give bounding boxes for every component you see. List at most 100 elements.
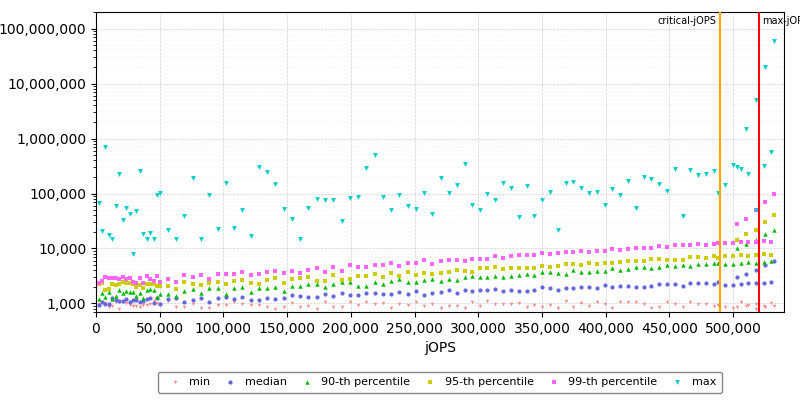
median: [170, 295, 182, 301]
90-th percentile: [700, 260, 713, 267]
95-th percentile: [253, 281, 266, 287]
max: [598, 202, 611, 208]
90-th percentile: [711, 260, 724, 267]
median: [318, 290, 331, 297]
90-th percentile: [645, 265, 658, 272]
90-th percentile: [536, 269, 549, 275]
99-th percentile: [497, 255, 510, 261]
min: [302, 302, 315, 309]
99-th percentile: [614, 246, 626, 253]
min: [178, 304, 191, 311]
max: [144, 230, 157, 236]
99-th percentile: [228, 271, 241, 278]
min: [598, 300, 611, 307]
95-th percentile: [765, 252, 778, 258]
99-th percentile: [574, 248, 587, 254]
99-th percentile: [95, 278, 108, 284]
95-th percentile: [719, 253, 732, 260]
min: [726, 305, 739, 312]
median: [559, 285, 572, 291]
median: [130, 296, 143, 303]
min: [327, 304, 340, 311]
99-th percentile: [692, 241, 705, 248]
min: [543, 302, 556, 309]
max: [102, 232, 115, 239]
median: [598, 282, 611, 289]
max: [459, 160, 472, 167]
min: [466, 299, 478, 306]
median: [178, 299, 191, 305]
min: [606, 304, 619, 311]
max: [707, 168, 720, 174]
90-th percentile: [236, 284, 249, 290]
median: [393, 289, 406, 295]
90-th percentile: [750, 237, 762, 244]
90-th percentile: [385, 278, 398, 285]
max: [676, 213, 689, 220]
min: [253, 302, 266, 308]
max: [758, 163, 770, 169]
95-th percentile: [95, 280, 108, 286]
90-th percentile: [426, 275, 439, 282]
min: [170, 304, 182, 310]
min: [630, 299, 642, 305]
90-th percentile: [719, 261, 732, 267]
90-th percentile: [765, 258, 778, 264]
99-th percentile: [137, 280, 150, 286]
90-th percentile: [543, 269, 556, 276]
90-th percentile: [750, 260, 762, 266]
median: [767, 258, 780, 264]
95-th percentile: [598, 259, 611, 266]
min: [459, 304, 472, 311]
90-th percentile: [116, 290, 129, 296]
99-th percentile: [750, 238, 762, 245]
min: [236, 300, 249, 307]
max: [126, 251, 139, 257]
median: [614, 283, 626, 289]
max: [294, 236, 306, 242]
max: [711, 190, 724, 196]
90-th percentile: [410, 278, 422, 285]
max: [590, 189, 603, 195]
median: [360, 290, 373, 296]
median: [278, 295, 290, 301]
90-th percentile: [203, 285, 216, 292]
median: [622, 283, 634, 289]
min: [219, 302, 232, 308]
95-th percentile: [178, 279, 191, 285]
min: [352, 302, 365, 308]
90-th percentile: [294, 283, 306, 289]
min: [730, 304, 743, 310]
max: [765, 149, 778, 156]
max: [700, 170, 713, 177]
90-th percentile: [327, 280, 340, 287]
90-th percentile: [692, 261, 705, 268]
median: [765, 278, 778, 285]
min: [661, 298, 674, 305]
90-th percentile: [244, 289, 257, 295]
90-th percentile: [742, 258, 754, 265]
95-th percentile: [551, 263, 564, 270]
99-th percentile: [442, 257, 455, 263]
min: [269, 306, 282, 312]
max: [278, 206, 290, 213]
max: [606, 186, 619, 192]
max: [99, 144, 112, 150]
median: [352, 292, 365, 298]
90-th percentile: [767, 226, 780, 233]
max: [228, 224, 241, 231]
99-th percentile: [194, 272, 207, 278]
99-th percentile: [742, 239, 754, 245]
90-th percentile: [123, 289, 136, 295]
median: [742, 280, 754, 287]
median: [99, 301, 112, 308]
99-th percentile: [426, 260, 439, 267]
90-th percentile: [574, 269, 587, 276]
median: [567, 285, 580, 291]
median: [750, 267, 762, 274]
90-th percentile: [150, 294, 163, 301]
90-th percentile: [106, 296, 118, 302]
90-th percentile: [120, 288, 133, 294]
95-th percentile: [261, 276, 274, 283]
99-th percentile: [219, 271, 232, 278]
